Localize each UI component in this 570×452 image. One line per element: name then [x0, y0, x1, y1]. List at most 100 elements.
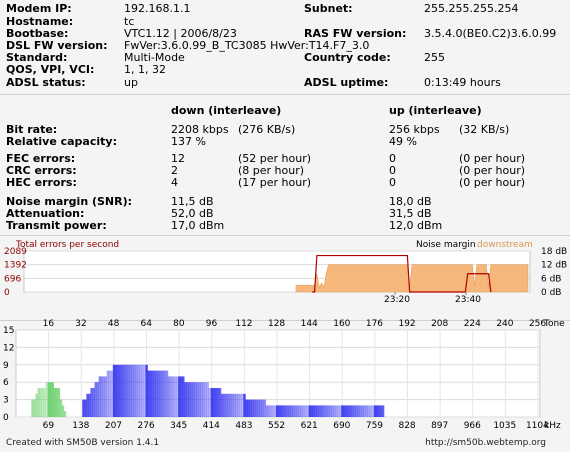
downstream-bar: [371, 405, 375, 417]
downstream-bar: [302, 405, 305, 417]
downstream-bar: [178, 376, 181, 417]
upstream-bar: [53, 388, 57, 417]
downstream-bar: [186, 382, 189, 417]
downstream-bar: [288, 405, 291, 417]
downstream-bar: [345, 405, 348, 417]
legend-noise-margin: Noise margin: [416, 240, 476, 250]
downstream-bar: [159, 370, 163, 417]
downstream-bar: [165, 370, 169, 417]
tone-tick: 176: [366, 319, 383, 329]
info-value: VTC1.12 | 2006/8/23: [124, 27, 237, 40]
stat-up: 12,0 dBm: [389, 219, 443, 232]
downstream-bar: [239, 393, 242, 417]
downstream-bar: [176, 376, 179, 417]
stat-up-detail: (0 per hour): [459, 152, 526, 165]
downstream-bar: [196, 382, 199, 417]
stat-up: 0: [389, 176, 396, 189]
upstream-bar: [41, 388, 44, 417]
info-value: 0:13:49 hours: [424, 76, 501, 89]
downstream-bar: [337, 405, 340, 417]
downstream-bar: [353, 405, 356, 417]
downstream-bar: [379, 405, 383, 417]
khz-tick: 414: [203, 421, 220, 429]
downstream-bar: [161, 370, 165, 417]
downstream-bar: [110, 370, 114, 417]
stat-label: Bit rate:: [6, 123, 58, 136]
downstream-bar: [306, 405, 309, 417]
upstream-bar: [37, 388, 40, 417]
khz-tick: 276: [137, 421, 154, 429]
downstream-bar: [233, 393, 236, 417]
downstream-bar: [300, 405, 303, 417]
stat-down-detail: (17 per hour): [238, 176, 312, 189]
footer-url[interactable]: http://sm50b.webtemp.org: [425, 438, 546, 448]
info-value: 255.255.255.254: [424, 2, 519, 15]
khz-tick: 1035: [493, 421, 516, 429]
tone-tick: 144: [301, 319, 318, 329]
downstream-bar: [224, 393, 228, 417]
stat-up: 49 %: [389, 135, 417, 148]
downstream-bar: [373, 405, 377, 417]
downstream-bar: [290, 405, 293, 417]
downstream-bar: [294, 405, 297, 417]
error-line: [312, 254, 492, 293]
downstream-bar: [174, 376, 177, 417]
downstream-bar: [351, 405, 354, 417]
downstream-bar: [349, 405, 352, 417]
downstream-bar: [131, 364, 134, 417]
y-left-tick: 1392: [4, 261, 27, 271]
up-header: up (interleave): [389, 104, 482, 117]
down-header: down (interleave): [171, 104, 282, 117]
khz-tick: 690: [333, 421, 350, 429]
stat-label: Relative capacity:: [6, 135, 117, 148]
downstream-bar: [316, 405, 320, 417]
downstream-bar: [133, 364, 136, 417]
upstream-bar: [59, 399, 63, 417]
downstream-bar: [149, 370, 152, 417]
stat-up: 256 kbps: [389, 123, 440, 136]
stat-label: Attenuation:: [6, 207, 85, 220]
downstream-bar: [339, 405, 342, 417]
downstream-bar: [190, 382, 193, 417]
tone-tick: 16: [43, 319, 55, 329]
stat-label: FEC errors:: [6, 152, 76, 165]
downstream-bar: [94, 382, 97, 417]
downstream-bar: [267, 405, 271, 417]
y-right-tick: 12 dB: [541, 261, 567, 271]
downstream-bar: [249, 399, 252, 417]
downstream-bar: [359, 405, 362, 417]
downstream-bar: [212, 388, 216, 417]
downstream-bar: [227, 393, 230, 417]
stat-down: 11,5 dB: [171, 195, 214, 208]
downstream-bar: [129, 364, 132, 417]
x-tick-label: 23:40: [455, 295, 481, 305]
downstream-bar: [222, 393, 226, 417]
downstream-bar: [308, 405, 311, 417]
downstream-bar: [375, 405, 379, 417]
x-tick-label: 23:20: [384, 295, 410, 305]
info-value: tc: [124, 15, 135, 28]
info-label: Hostname:: [6, 15, 74, 28]
downstream-bar: [255, 399, 258, 417]
error-noise-chart: Total errors per second Noise margin downs…: [4, 240, 567, 305]
downstream-bar: [200, 382, 203, 417]
downstream-bar: [198, 382, 201, 417]
info-value: 1, 1, 32: [124, 63, 166, 76]
chart-left-title: Total errors per second: [15, 240, 119, 250]
downstream-bar: [108, 370, 112, 417]
downstream-bar: [341, 405, 344, 417]
upstream-bar: [51, 382, 55, 417]
khz-tick: 966: [464, 421, 481, 429]
downstream-bar: [322, 405, 326, 417]
info-label: Country code:: [304, 51, 391, 64]
downstream-bar: [229, 393, 232, 417]
downstream-bar: [365, 405, 369, 417]
tone-tick: 32: [75, 319, 86, 329]
y-tick: 9: [3, 361, 9, 371]
khz-tick: 345: [170, 421, 187, 429]
info-label: ADSL status:: [6, 76, 86, 89]
y-left-tick: 696: [4, 274, 21, 284]
upstream-bar: [35, 393, 38, 417]
downstream-bar: [125, 364, 128, 417]
downstream-bar: [237, 393, 240, 417]
